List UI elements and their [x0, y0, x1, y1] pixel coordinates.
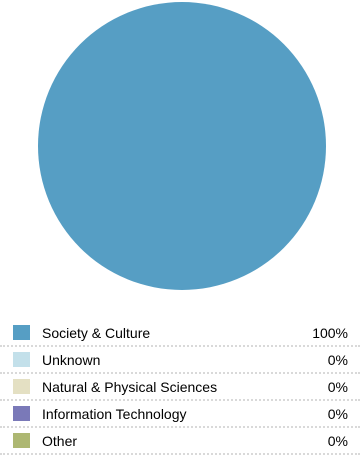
legend-value: 0%: [327, 406, 348, 422]
legend-item-other: Other 0%: [0, 428, 360, 455]
legend-swatch: [13, 433, 30, 448]
legend-swatch: [13, 406, 30, 421]
legend-label: Unknown: [42, 352, 101, 368]
chart-legend: Society & Culture 100% Unknown 0% Natura…: [0, 320, 360, 455]
pie-slice-society-culture: [38, 2, 326, 290]
legend-swatch: [13, 325, 30, 340]
legend-label: Information Technology: [42, 406, 187, 422]
legend-label: Society & Culture: [42, 325, 151, 341]
legend-label: Other: [42, 433, 78, 449]
legend-swatch: [13, 379, 30, 394]
legend-item-unknown: Unknown 0%: [0, 347, 360, 374]
legend-item-natural-physical-sciences: Natural & Physical Sciences 0%: [0, 374, 360, 401]
legend-item-information-technology: Information Technology 0%: [0, 401, 360, 428]
legend-swatch: [13, 352, 30, 367]
legend-value: 0%: [327, 433, 348, 449]
legend-value: 0%: [327, 352, 348, 368]
legend-value: 100%: [312, 325, 348, 341]
pie-chart: [38, 2, 326, 290]
legend-value: 0%: [327, 379, 348, 395]
legend-label: Natural & Physical Sciences: [42, 379, 218, 395]
legend-item-society-culture: Society & Culture 100%: [0, 320, 360, 347]
